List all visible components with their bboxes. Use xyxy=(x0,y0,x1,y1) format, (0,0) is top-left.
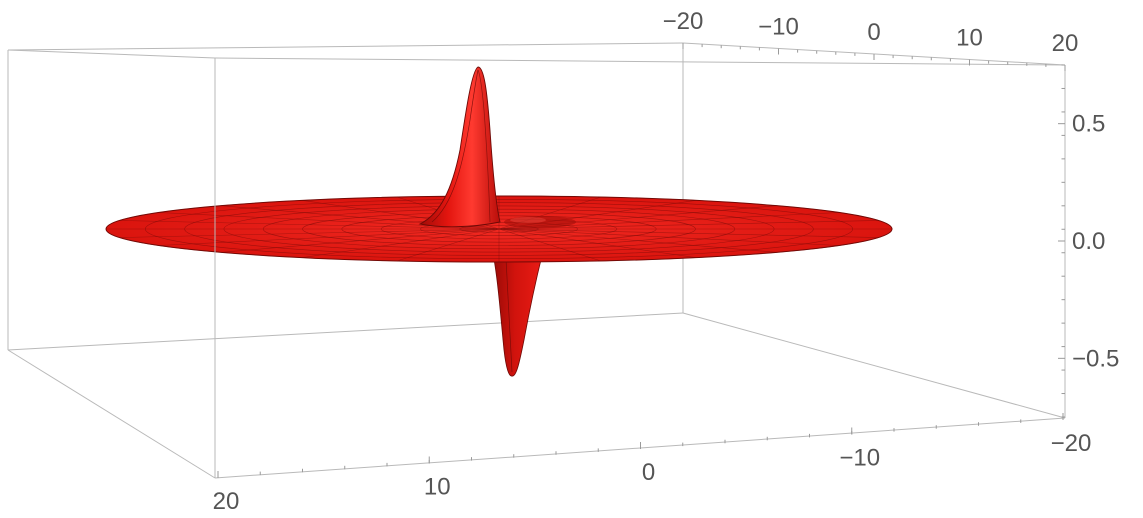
top-axis-tick-label: −20 xyxy=(663,8,704,35)
peak-mesh-line xyxy=(431,69,479,223)
top-axis-tick-label: 20 xyxy=(1052,30,1079,57)
bottom-axis-tick-label: 20 xyxy=(213,488,240,515)
mesh-spoke xyxy=(221,228,500,253)
mesh-spoke xyxy=(498,228,879,238)
surface-trough xyxy=(487,231,549,377)
bottom-axis-tick-label: 0 xyxy=(642,459,655,486)
mesh-spoke xyxy=(498,220,879,230)
mesh-spoke xyxy=(498,228,777,253)
top-axis-tick-label: 0 xyxy=(867,19,880,46)
surface-mesh xyxy=(105,195,893,263)
mesh-spoke xyxy=(302,228,500,258)
bottom-axis-tick-label: −10 xyxy=(839,445,880,472)
z-axis-tick-label: 0.5 xyxy=(1072,111,1105,138)
mesh-spoke xyxy=(119,220,500,230)
mesh-spoke xyxy=(397,228,500,262)
surface-dip xyxy=(504,216,576,228)
surface-disk xyxy=(105,195,893,263)
top-axis: −20 −10 0 10 20 xyxy=(663,8,1079,71)
bottom-axis-tick-label: 10 xyxy=(424,474,451,501)
bottom-axis: 20 10 0 −10 −20 xyxy=(213,413,1092,515)
plot-box-back xyxy=(7,42,1066,419)
mesh-spoke xyxy=(498,228,840,246)
z-axis: 0.5 0.0 −0.5 xyxy=(1058,64,1119,418)
z-axis-tick-label: −0.5 xyxy=(1072,345,1119,372)
bottom-axis-tick-label: −20 xyxy=(1051,430,1092,457)
mesh-spoke xyxy=(119,228,500,238)
z-axis-tick-label: 0.0 xyxy=(1072,228,1105,255)
peak-mesh-line xyxy=(477,69,491,223)
top-axis-tick-label: 10 xyxy=(956,25,983,52)
top-axis-tick-label: −10 xyxy=(758,14,799,41)
mesh-spoke xyxy=(498,228,601,262)
surface-peak xyxy=(418,66,501,228)
mesh-spoke xyxy=(498,228,696,258)
